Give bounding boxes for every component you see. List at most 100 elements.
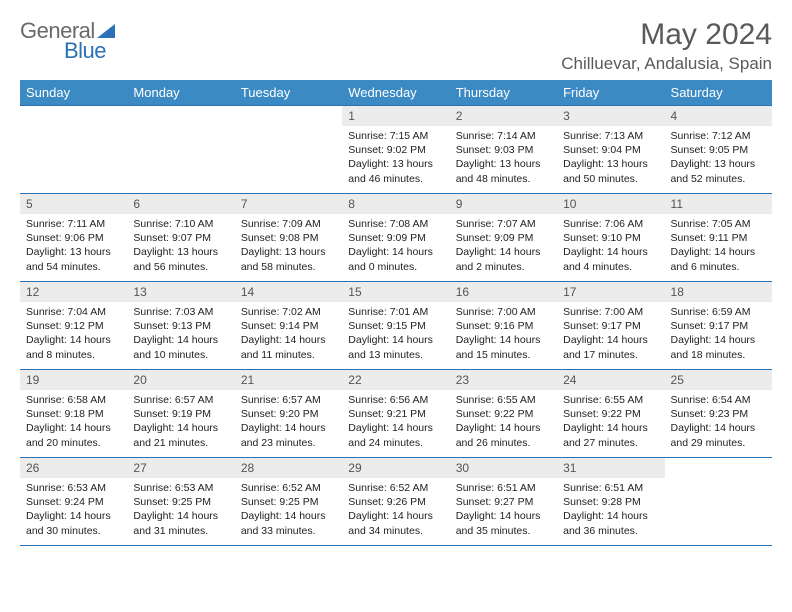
daylight-line: Daylight: 13 hours and 46 minutes.: [348, 157, 443, 185]
calendar-cell: 10Sunrise: 7:06 AMSunset: 9:10 PMDayligh…: [557, 194, 664, 282]
sunrise-line: Sunrise: 7:15 AM: [348, 129, 443, 143]
day-number: 29: [342, 458, 449, 478]
calendar-body: ...1Sunrise: 7:15 AMSunset: 9:02 PMDayli…: [20, 106, 772, 546]
daylight-line: Daylight: 14 hours and 2 minutes.: [456, 245, 551, 273]
daylight-line: Daylight: 14 hours and 21 minutes.: [133, 421, 228, 449]
day-details: Sunrise: 6:55 AMSunset: 9:22 PMDaylight:…: [557, 390, 664, 454]
day-number: 18: [665, 282, 772, 302]
logo-triangle-icon: [97, 24, 115, 38]
sunrise-line: Sunrise: 6:55 AM: [563, 393, 658, 407]
day-details: Sunrise: 7:06 AMSunset: 9:10 PMDaylight:…: [557, 214, 664, 278]
calendar-cell: 2Sunrise: 7:14 AMSunset: 9:03 PMDaylight…: [450, 106, 557, 194]
header: General May 2024 Chilluevar, Andalusia, …: [20, 18, 772, 74]
day-number: 3: [557, 106, 664, 126]
day-details: Sunrise: 6:53 AMSunset: 9:25 PMDaylight:…: [127, 478, 234, 542]
daylight-line: Daylight: 13 hours and 52 minutes.: [671, 157, 766, 185]
day-details: Sunrise: 6:53 AMSunset: 9:24 PMDaylight:…: [20, 478, 127, 542]
calendar-cell: 12Sunrise: 7:04 AMSunset: 9:12 PMDayligh…: [20, 282, 127, 370]
day-number: 10: [557, 194, 664, 214]
calendar-cell: .: [20, 106, 127, 194]
day-number: 26: [20, 458, 127, 478]
sunrise-line: Sunrise: 6:51 AM: [563, 481, 658, 495]
sunset-line: Sunset: 9:13 PM: [133, 319, 228, 333]
sunset-line: Sunset: 9:23 PM: [671, 407, 766, 421]
daylight-line: Daylight: 14 hours and 6 minutes.: [671, 245, 766, 273]
sunset-line: Sunset: 9:14 PM: [241, 319, 336, 333]
sunrise-line: Sunrise: 6:52 AM: [348, 481, 443, 495]
sunrise-line: Sunrise: 7:01 AM: [348, 305, 443, 319]
day-details: Sunrise: 7:13 AMSunset: 9:04 PMDaylight:…: [557, 126, 664, 190]
day-details: Sunrise: 6:54 AMSunset: 9:23 PMDaylight:…: [665, 390, 772, 454]
sunset-line: Sunset: 9:18 PM: [26, 407, 121, 421]
day-details: Sunrise: 7:11 AMSunset: 9:06 PMDaylight:…: [20, 214, 127, 278]
sunrise-line: Sunrise: 7:03 AM: [133, 305, 228, 319]
calendar-cell: 5Sunrise: 7:11 AMSunset: 9:06 PMDaylight…: [20, 194, 127, 282]
weekday-header: Wednesday: [342, 80, 449, 106]
weekday-header: Saturday: [665, 80, 772, 106]
sunset-line: Sunset: 9:05 PM: [671, 143, 766, 157]
sunrise-line: Sunrise: 6:57 AM: [241, 393, 336, 407]
day-number: 13: [127, 282, 234, 302]
calendar-cell: .: [127, 106, 234, 194]
day-number: 11: [665, 194, 772, 214]
title-block: May 2024 Chilluevar, Andalusia, Spain: [561, 18, 772, 74]
sunrise-line: Sunrise: 7:06 AM: [563, 217, 658, 231]
weekday-header: Monday: [127, 80, 234, 106]
daylight-line: Daylight: 13 hours and 56 minutes.: [133, 245, 228, 273]
day-number: 6: [127, 194, 234, 214]
month-title: May 2024: [561, 18, 772, 52]
sunset-line: Sunset: 9:08 PM: [241, 231, 336, 245]
day-number: 12: [20, 282, 127, 302]
location-subtitle: Chilluevar, Andalusia, Spain: [561, 54, 772, 74]
sunset-line: Sunset: 9:19 PM: [133, 407, 228, 421]
daylight-line: Daylight: 14 hours and 13 minutes.: [348, 333, 443, 361]
day-details: Sunrise: 7:09 AMSunset: 9:08 PMDaylight:…: [235, 214, 342, 278]
calendar-cell: 4Sunrise: 7:12 AMSunset: 9:05 PMDaylight…: [665, 106, 772, 194]
daylight-line: Daylight: 14 hours and 27 minutes.: [563, 421, 658, 449]
sunrise-line: Sunrise: 6:52 AM: [241, 481, 336, 495]
daylight-line: Daylight: 14 hours and 29 minutes.: [671, 421, 766, 449]
sunset-line: Sunset: 9:25 PM: [241, 495, 336, 509]
logo-text-blue: Blue: [64, 38, 106, 63]
sunrise-line: Sunrise: 7:00 AM: [456, 305, 551, 319]
day-details: Sunrise: 7:15 AMSunset: 9:02 PMDaylight:…: [342, 126, 449, 190]
sunset-line: Sunset: 9:27 PM: [456, 495, 551, 509]
day-number: 16: [450, 282, 557, 302]
daylight-line: Daylight: 14 hours and 26 minutes.: [456, 421, 551, 449]
daylight-line: Daylight: 14 hours and 33 minutes.: [241, 509, 336, 537]
sunset-line: Sunset: 9:04 PM: [563, 143, 658, 157]
calendar-cell: 20 Sunrise: 6:57 AMSunset: 9:19 PMDayligh…: [127, 370, 234, 458]
calendar-row: 26Sunrise: 6:53 AMSunset: 9:24 PMDayligh…: [20, 458, 772, 546]
calendar-cell: .: [665, 458, 772, 546]
day-details: Sunrise: 7:12 AMSunset: 9:05 PMDaylight:…: [665, 126, 772, 190]
day-number: 31: [557, 458, 664, 478]
day-number: 21: [235, 370, 342, 390]
day-number: 20: [127, 370, 234, 390]
calendar-cell: 24Sunrise: 6:55 AMSunset: 9:22 PMDayligh…: [557, 370, 664, 458]
sunrise-line: Sunrise: 6:57 AM: [133, 393, 228, 407]
sunrise-line: Sunrise: 7:11 AM: [26, 217, 121, 231]
calendar-cell: 7Sunrise: 7:09 AMSunset: 9:08 PMDaylight…: [235, 194, 342, 282]
day-number: 8: [342, 194, 449, 214]
sunset-line: Sunset: 9:11 PM: [671, 231, 766, 245]
daylight-line: Daylight: 14 hours and 11 minutes.: [241, 333, 336, 361]
day-details: Sunrise: 7:08 AMSunset: 9:09 PMDaylight:…: [342, 214, 449, 278]
sunrise-line: Sunrise: 7:08 AM: [348, 217, 443, 231]
day-number: 7: [235, 194, 342, 214]
day-number: 25: [665, 370, 772, 390]
calendar-cell: 21Sunrise: 6:57 AMSunset: 9:20 PMDayligh…: [235, 370, 342, 458]
calendar-cell: 31Sunrise: 6:51 AMSunset: 9:28 PMDayligh…: [557, 458, 664, 546]
calendar-cell: 16Sunrise: 7:00 AMSunset: 9:16 PMDayligh…: [450, 282, 557, 370]
calendar-cell: 13Sunrise: 7:03 AMSunset: 9:13 PMDayligh…: [127, 282, 234, 370]
day-details: Sunrise: 6:58 AMSunset: 9:18 PMDaylight:…: [20, 390, 127, 454]
day-number: 17: [557, 282, 664, 302]
sunset-line: Sunset: 9:22 PM: [563, 407, 658, 421]
calendar-cell: 29Sunrise: 6:52 AMSunset: 9:26 PMDayligh…: [342, 458, 449, 546]
sunset-line: Sunset: 9:12 PM: [26, 319, 121, 333]
calendar-row: 12Sunrise: 7:04 AMSunset: 9:12 PMDayligh…: [20, 282, 772, 370]
sunset-line: Sunset: 9:09 PM: [456, 231, 551, 245]
day-details: Sunrise: 7:10 AMSunset: 9:07 PMDaylight:…: [127, 214, 234, 278]
sunrise-line: Sunrise: 6:59 AM: [671, 305, 766, 319]
sunset-line: Sunset: 9:09 PM: [348, 231, 443, 245]
day-details: Sunrise: 7:14 AMSunset: 9:03 PMDaylight:…: [450, 126, 557, 190]
